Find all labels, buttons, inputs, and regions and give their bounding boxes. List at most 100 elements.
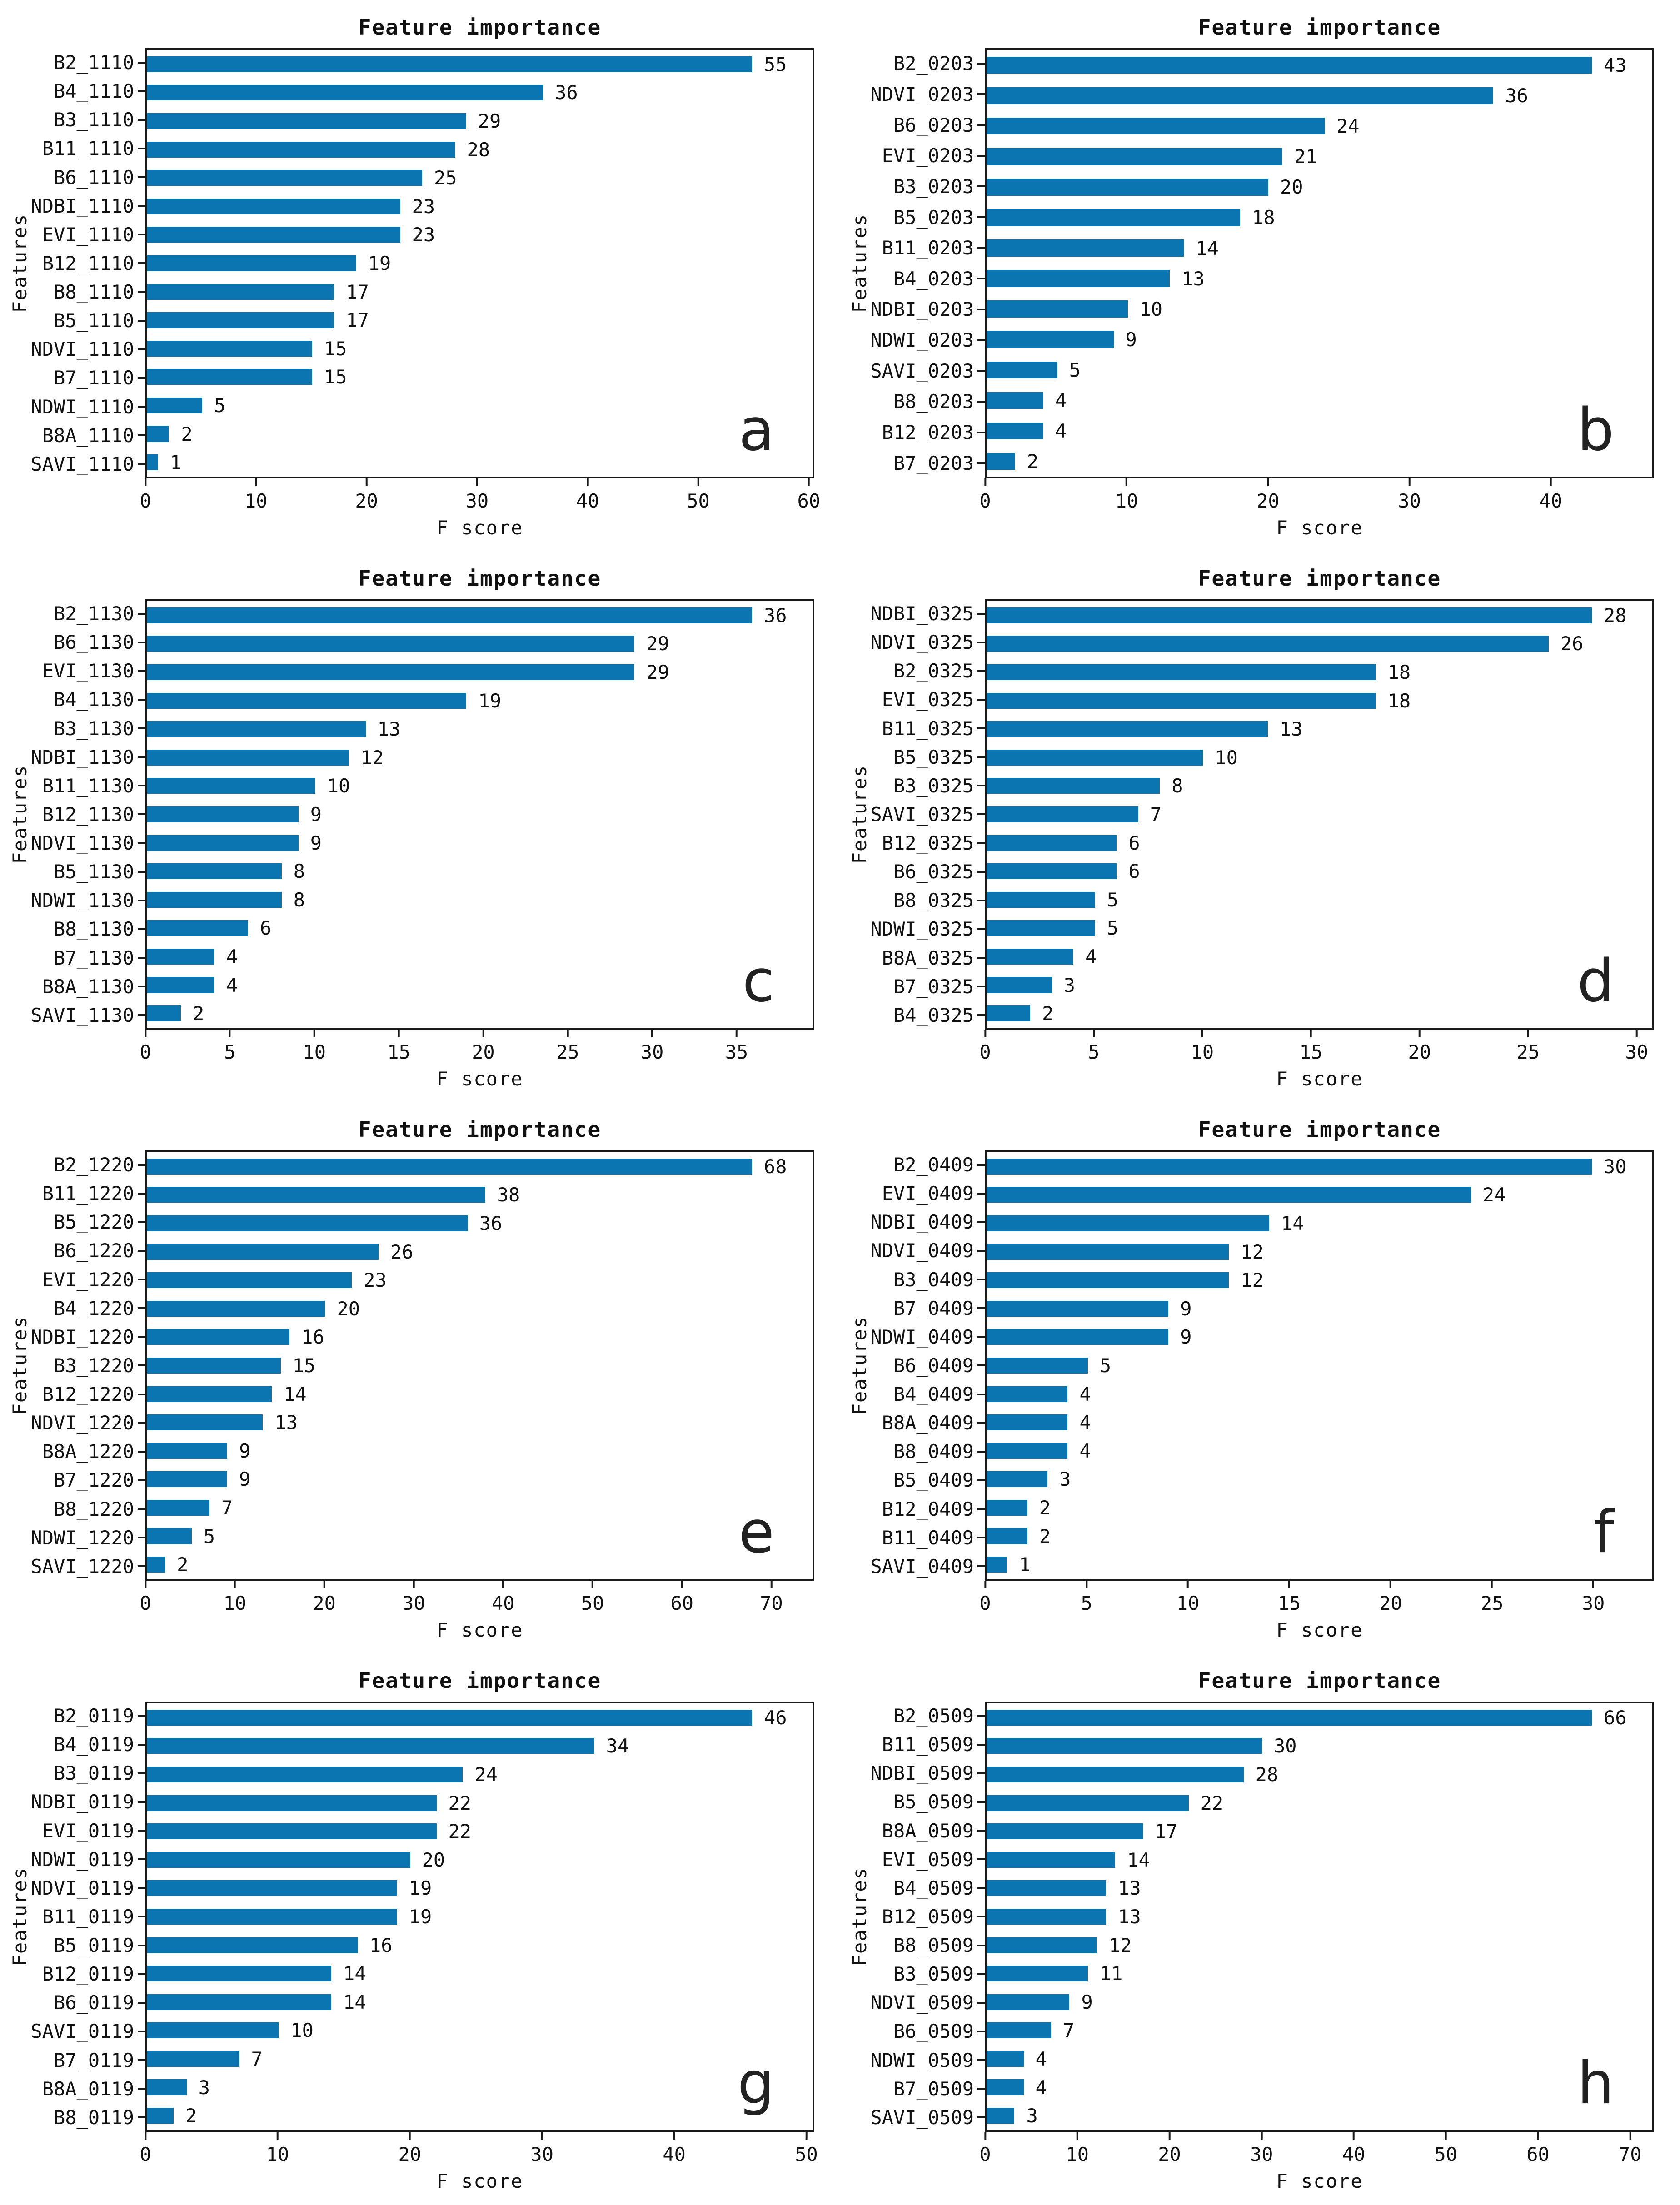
y-tick: B5_0409	[875, 1469, 985, 1491]
y-tick-label: B4_0409	[893, 1383, 974, 1406]
y-tick: B6_1110	[35, 166, 145, 189]
y-tick: NDWI_0409	[870, 1326, 985, 1348]
bar-value-label: 13	[1118, 1905, 1141, 1928]
y-tick-mark	[138, 1192, 145, 1195]
x-tick: 30	[402, 1581, 425, 1614]
x-tick-label: 60	[797, 490, 821, 512]
x-tick-label: 30	[1398, 490, 1421, 512]
y-tick-label: NDWI_1220	[30, 1526, 134, 1549]
x-tick-mark	[144, 478, 146, 486]
y-tick: B3_0119	[35, 1762, 145, 1784]
y-tick-label: NDBI_1220	[30, 1325, 134, 1348]
panel-letter: a	[738, 396, 774, 464]
y-tick: B4_0409	[875, 1383, 985, 1405]
y-tick-labels: B2_0119 B4_0119 B3_0119 NDBI_0119 EVI_0119 ND…	[30, 1702, 145, 2132]
y-tick-label: SAVI_0119	[30, 2020, 134, 2043]
y-axis-label: Features	[848, 1316, 871, 1415]
y-tick-label: EVI_0509	[882, 1848, 974, 1871]
bar	[147, 891, 282, 908]
y-tick-label: SAVI_1110	[30, 453, 134, 475]
x-tick-mark	[1288, 1581, 1291, 1588]
y-tick-label: B6_1130	[53, 631, 134, 654]
x-tick-label: 0	[140, 490, 151, 512]
y-tick: B12_1130	[35, 803, 145, 826]
bar-row: 18	[987, 658, 1652, 687]
x-tick: 20	[1379, 1581, 1402, 1614]
y-tick-mark	[977, 957, 985, 959]
y-tick-mark	[977, 1508, 985, 1510]
y-tick-label: B5_0409	[893, 1469, 974, 1492]
x-tick: 20	[1256, 478, 1280, 512]
x-tick: 5	[224, 1030, 235, 1063]
plot-area: 43 36 24 21 20 18 14 13 10 9 5 4 4 2 b	[985, 48, 1654, 478]
x-tick: 15	[1278, 1581, 1301, 1614]
bar-row: 4	[987, 385, 1652, 416]
x-tick-label: 10	[1115, 490, 1138, 512]
bar-value-label: 28	[1603, 604, 1627, 627]
x-tick-mark	[673, 2132, 675, 2140]
bar-value-label: 4	[1035, 2047, 1047, 2070]
bar-row: 3	[987, 971, 1652, 1000]
bar-row: 10	[987, 294, 1652, 324]
bar	[987, 1937, 1097, 1953]
x-tick-mark	[567, 1030, 569, 1037]
bar-row: 14	[987, 1846, 1652, 1874]
x-tick-mark	[476, 478, 478, 486]
bar-row: 36	[987, 80, 1652, 111]
y-tick-label: B2_0325	[893, 660, 974, 682]
x-tick-label: 30	[465, 490, 489, 512]
y-tick-label: B2_1220	[53, 1154, 134, 1176]
x-tick: 50	[581, 1581, 604, 1614]
y-tick: EVI_1110	[35, 224, 145, 246]
x-tick: 70	[760, 1581, 783, 1614]
y-tick-label: B11_1110	[42, 137, 134, 160]
bar-value-label: 15	[292, 1354, 316, 1377]
y-tick: B5_0203	[875, 206, 985, 229]
bar-row: 66	[987, 1703, 1652, 1732]
bar	[147, 636, 635, 652]
bar-row: 4	[987, 1437, 1652, 1465]
y-tick: NDVI_0325	[870, 631, 985, 653]
bar-value-label: 7	[221, 1496, 233, 1519]
bar	[147, 1966, 332, 1982]
bar-row: 22	[147, 1789, 813, 1817]
x-tick: 40	[576, 478, 599, 512]
x-tick-mark	[1418, 1030, 1421, 1037]
bar-value-label: 13	[1279, 718, 1303, 741]
bar-row: 4	[147, 942, 813, 971]
bar	[147, 835, 299, 851]
y-tick-mark	[977, 1450, 985, 1453]
y-tick-labels: NDBI_0325 NDVI_0325 B2_0325 EVI_0325 B11_032…	[870, 599, 985, 1030]
bar-value-label: 2	[1027, 450, 1039, 473]
y-tick: B6_0409	[875, 1354, 985, 1377]
bar	[147, 2108, 174, 2124]
y-tick-label: B6_0409	[893, 1354, 974, 1377]
x-tick: 30	[530, 2132, 553, 2165]
plot-area: 66 30 28 22 17 14 13 13 12 11 9 7 4 4 3 h	[985, 1702, 1654, 2132]
bar-value-label: 4	[1079, 1383, 1091, 1405]
y-tick-label: B2_1110	[53, 51, 134, 74]
bar-value-label: 4	[1079, 1411, 1091, 1434]
x-tick-mark	[1310, 1030, 1312, 1037]
chart-title: Feature importance	[358, 1668, 602, 1693]
bar-value-label: 26	[1560, 632, 1584, 655]
bar-row: 9	[987, 1988, 1652, 2016]
bar-value-label: 19	[368, 252, 391, 274]
bar-value-label: 5	[1107, 888, 1118, 911]
y-tick-label: NDBI_0203	[870, 298, 974, 321]
bar-row: 29	[147, 658, 813, 687]
bar	[987, 1795, 1189, 1811]
x-tick: 0	[979, 2132, 991, 2165]
y-tick: B2_1110	[35, 51, 145, 74]
y-tick: B12_0119	[35, 1963, 145, 1985]
y-tick-label: B6_0509	[893, 2020, 974, 2043]
bar	[147, 1443, 228, 1459]
y-tick-label: B4_0119	[53, 1733, 134, 1756]
y-tick-mark	[138, 147, 145, 149]
y-tick: EVI_0325	[875, 688, 985, 711]
x-tick-label: 25	[556, 1041, 579, 1063]
bar-row: 4	[987, 1408, 1652, 1437]
bar	[147, 1471, 228, 1488]
x-tick-label: 15	[387, 1041, 410, 1063]
bar-value-label: 9	[1081, 1991, 1093, 2013]
